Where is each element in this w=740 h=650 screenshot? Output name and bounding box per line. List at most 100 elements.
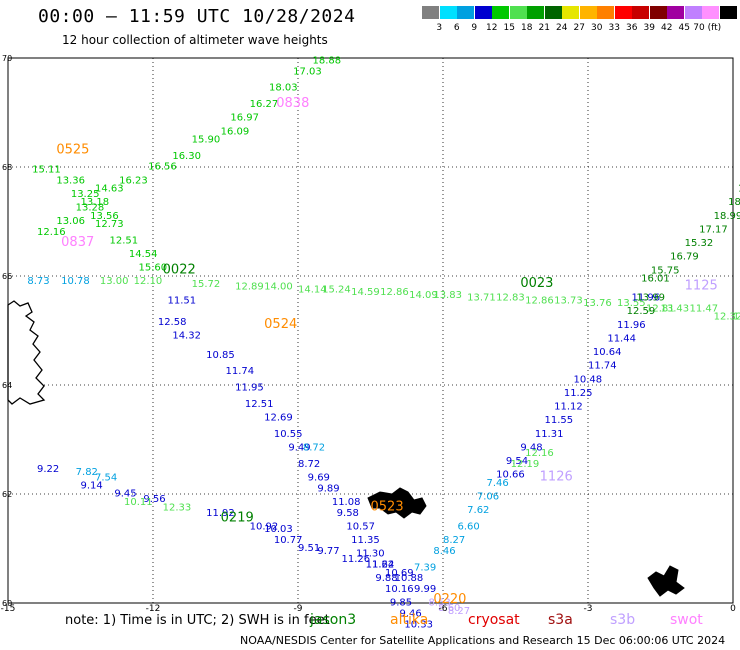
colorbar-swatch [649,6,667,19]
wave-height-value: 19. [738,184,740,195]
satellite-legend-item: swot [670,612,703,628]
wave-height-value: 10.16 [385,584,414,595]
colorbar-label: 33 [608,23,620,33]
wave-height-value: 10.78 [61,276,90,287]
pass-time-label: 0022 [163,262,196,277]
wave-height-value: 8.27 [448,606,470,617]
pass-time-label: 1125 [685,279,718,294]
pass-time-label: 0220 [433,592,466,607]
wave-height-value: 12.32 [714,312,740,323]
colorbar-swatch [544,6,562,19]
wave-height-value: 13.36 [56,175,85,186]
wave-height-value: 11.96 [632,293,661,304]
map-title: 00:00 – 11:59 UTC 10/28/2024 [38,6,356,27]
wave-height-value: 9.58 [337,508,359,519]
wave-height-value: 13.00 [100,276,129,287]
satellite-legend-item: jason3 [310,612,357,628]
wave-height-value: 12.10 [134,276,163,287]
lon-tick-label: -6 [439,604,448,614]
wave-height-value: 7.06 [477,491,499,502]
wave-height-value: 9.54 [506,456,528,467]
wave-height-value: 12.89 [235,282,264,293]
pass-time-label: 0523 [371,499,404,514]
colorbar-label: 70 (ft) [693,23,722,33]
lon-tick-label: -12 [146,604,161,614]
colorbar-swatch [702,6,719,19]
map-subtitle: 12 hour collection of altimeter wave hei… [62,33,328,47]
wave-height-value: 12.59 [627,306,656,317]
wave-height-value: 13.73 [554,295,583,306]
colorbar-label: 6 [453,23,460,33]
wave-height-value: 15.11 [32,164,61,175]
satellite-legend-item: cryosat [468,612,520,628]
wave-height-value: 11.24 [366,560,395,571]
colorbar-label: 21 [538,23,550,33]
wave-height-value: 11.74 [588,361,617,372]
wave-height-value: 7.54 [95,472,117,483]
wave-height-value: 9.48 [520,442,542,453]
colorbar-swatch [667,6,684,19]
wave-height-value: 11.95 [235,382,264,393]
wave-height-value: 9.56 [143,494,165,505]
wave-height-value: 15.75 [651,265,680,276]
wave-height-value: 14.32 [172,331,201,342]
wave-height-value: 12.09 [733,312,740,323]
colorbar-swatch [579,6,597,19]
wave-height-value: 7.46 [487,478,509,489]
wave-height-value: 18.99 [714,211,740,222]
lon-tick-label: -9 [294,604,303,614]
satellite-legend-item: s3a [548,612,573,628]
wave-height-value: 13.56 [90,211,119,222]
pass-time-label: 0837 [61,235,94,250]
wave-height-value: 11.74 [226,366,255,377]
wave-height-value: 10.48 [574,374,603,385]
land-masses [7,300,685,597]
wave-height-value: 9.88 [375,573,397,584]
wave-height-value: 12.58 [158,317,187,328]
wave-height-value: 11.12 [554,402,583,413]
wave-height-value: 10.57 [346,521,375,532]
wave-height-value: 14.54 [129,249,158,260]
note-text: note: 1) Time is in UTC; 2) SWH is in fe… [65,613,330,628]
wave-height-value: 12.33 [163,502,192,513]
pass-time-label: 0838 [276,96,309,111]
wave-height-value: 12.73 [95,219,124,230]
wave-height-value: 7.82 [76,467,98,478]
wave-height-value: 17.03 [293,66,322,77]
wave-height-value: 16.56 [148,162,177,173]
wave-height-value: 9.46 [400,609,422,620]
wave-height-value: 8.73 [27,276,49,287]
wave-height-value: 11.62 [366,560,395,571]
wave-height-value: 10.55 [274,429,303,440]
wave-height-value: 9.89 [317,483,339,494]
shetland-islands [647,565,685,597]
wave-height-value: 6.60 [458,521,480,532]
wave-height-value: 12.86 [380,287,409,298]
wave-height-value: 18.24 [728,197,740,208]
wave-height-value: 11.96 [617,320,646,331]
colorbar-label: 39 [643,23,655,33]
wave-height-value: 10.77 [274,535,303,546]
colorbar-label: 12 [486,23,498,33]
wave-height-value: 10.92 [250,521,279,532]
wave-height-value: 9.77 [317,546,339,557]
lat-tick-label: 64 [2,381,12,390]
wave-height-value: 13.99 [636,293,665,304]
wave-height-value: 12.81 [646,303,675,314]
wave-height-value: 11.30 [356,549,385,560]
wave-height-value: 11.08 [332,497,361,508]
wave-height-value: 14.00 [264,282,293,293]
lat-tick-label: 68 [2,163,12,172]
wave-height-value: 13.76 [583,298,612,309]
wave-height-value: 13.18 [81,197,110,208]
colorbar-label: 30 [591,23,603,33]
wave-height-value: 15.32 [685,238,714,249]
wave-height-value: 10.88 [395,573,424,584]
faroe-islands [367,487,427,519]
wave-height-value: 13.71 [467,293,496,304]
wave-height-value: 9.51 [298,543,320,554]
colorbar-swatch [719,6,737,19]
lat-tick-label: 66 [2,272,12,281]
wave-height-value: 12.51 [245,399,274,410]
colorbar-swatch [632,6,649,19]
